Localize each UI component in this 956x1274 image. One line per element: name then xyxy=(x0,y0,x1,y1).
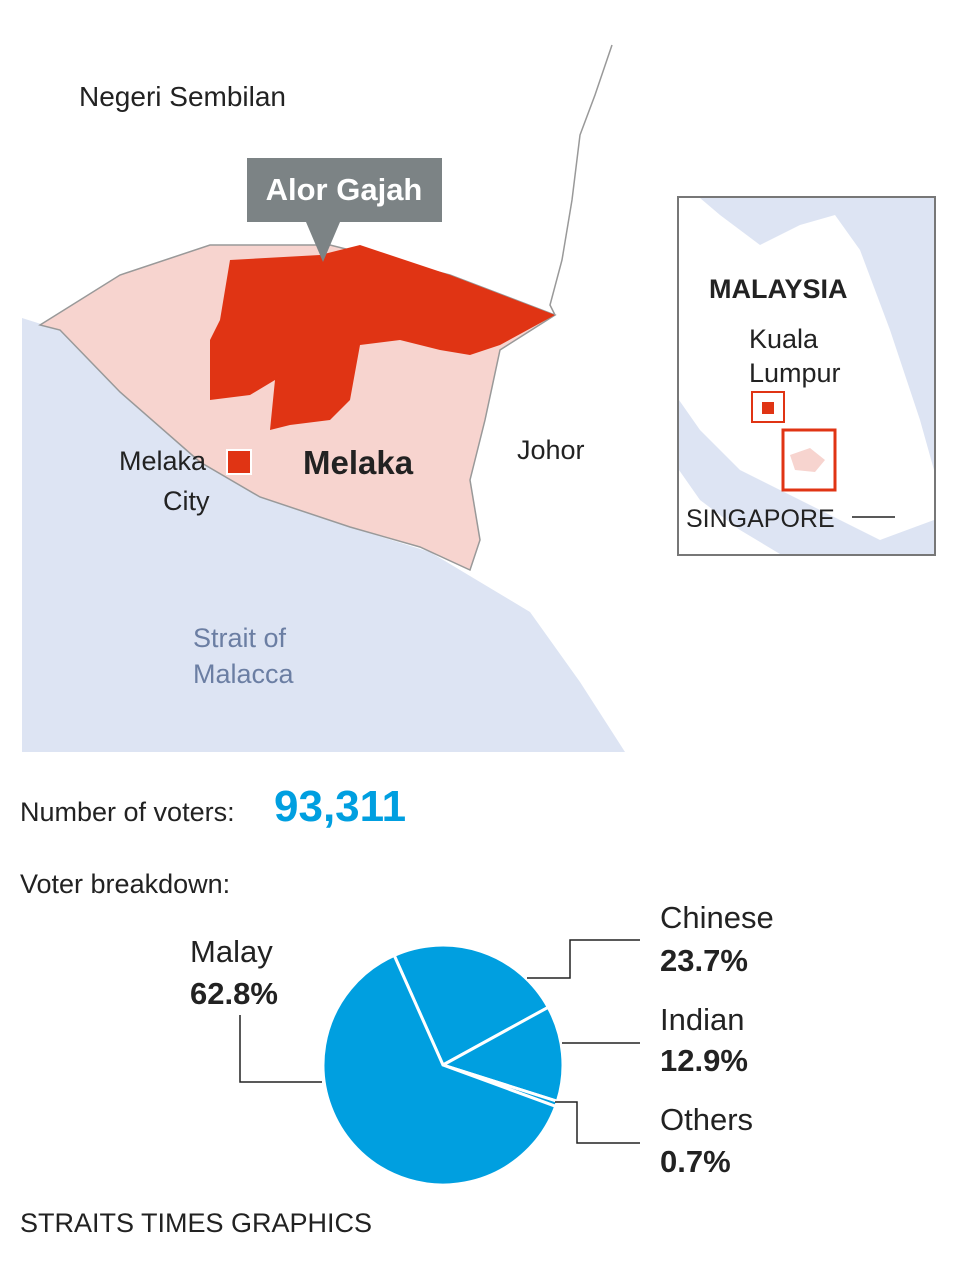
chart-title: Voter breakdown: xyxy=(20,869,230,899)
country-label: MALAYSIA xyxy=(709,274,848,304)
source: STRAITS TIMES GRAPHICS xyxy=(20,1208,372,1238)
neighbour-label: Johor xyxy=(517,435,585,465)
capital-label: Lumpur xyxy=(749,358,841,388)
capital-marker xyxy=(751,391,785,423)
slice-label: Chinese xyxy=(660,900,774,935)
slice-value: 12.9% xyxy=(660,1043,748,1078)
pie-slice xyxy=(392,943,551,1068)
slice-value: 0.7% xyxy=(660,1144,731,1179)
slice-label: Indian xyxy=(660,1002,744,1037)
border xyxy=(549,44,613,316)
city-label: City xyxy=(163,486,210,516)
inset-map: MALAYSIA Kuala Lumpur SINGAPORE xyxy=(677,196,936,556)
callout-label: Alor Gajah xyxy=(266,172,423,207)
locator-box xyxy=(781,428,837,492)
slice-value: 62.8% xyxy=(190,976,278,1011)
inset-sumatra xyxy=(679,470,780,554)
capital-label: Kuala xyxy=(749,324,819,354)
pie-slice xyxy=(439,1005,565,1104)
slice-label: Malay xyxy=(190,934,273,969)
alor-gajah xyxy=(210,245,555,430)
pie-slice xyxy=(321,953,558,1187)
slice-label: Others xyxy=(660,1102,753,1137)
inset-melaka xyxy=(790,448,825,472)
pie xyxy=(321,943,565,1187)
voters-value: 93,311 xyxy=(274,782,406,831)
voters-label: Number of voters: xyxy=(20,797,235,827)
state-label: Melaka xyxy=(303,444,414,481)
leader-line xyxy=(527,939,640,979)
slice-value: 23.7% xyxy=(660,943,748,978)
city-marker xyxy=(226,449,252,475)
callout-box xyxy=(247,158,442,262)
sea xyxy=(22,318,625,752)
sea-label: Malacca xyxy=(193,659,295,689)
capital-dot xyxy=(762,402,774,414)
singapore-label: SINGAPORE xyxy=(686,505,835,533)
leader-line xyxy=(239,1015,322,1083)
city-label: Melaka xyxy=(119,446,207,476)
map: Negeri Sembilan Alor Gajah Melaka City M… xyxy=(22,44,625,752)
sea-label: Strait of xyxy=(193,623,287,653)
region-label: Negeri Sembilan xyxy=(79,81,286,112)
inset-land xyxy=(679,198,934,540)
leader-line xyxy=(555,1101,640,1144)
